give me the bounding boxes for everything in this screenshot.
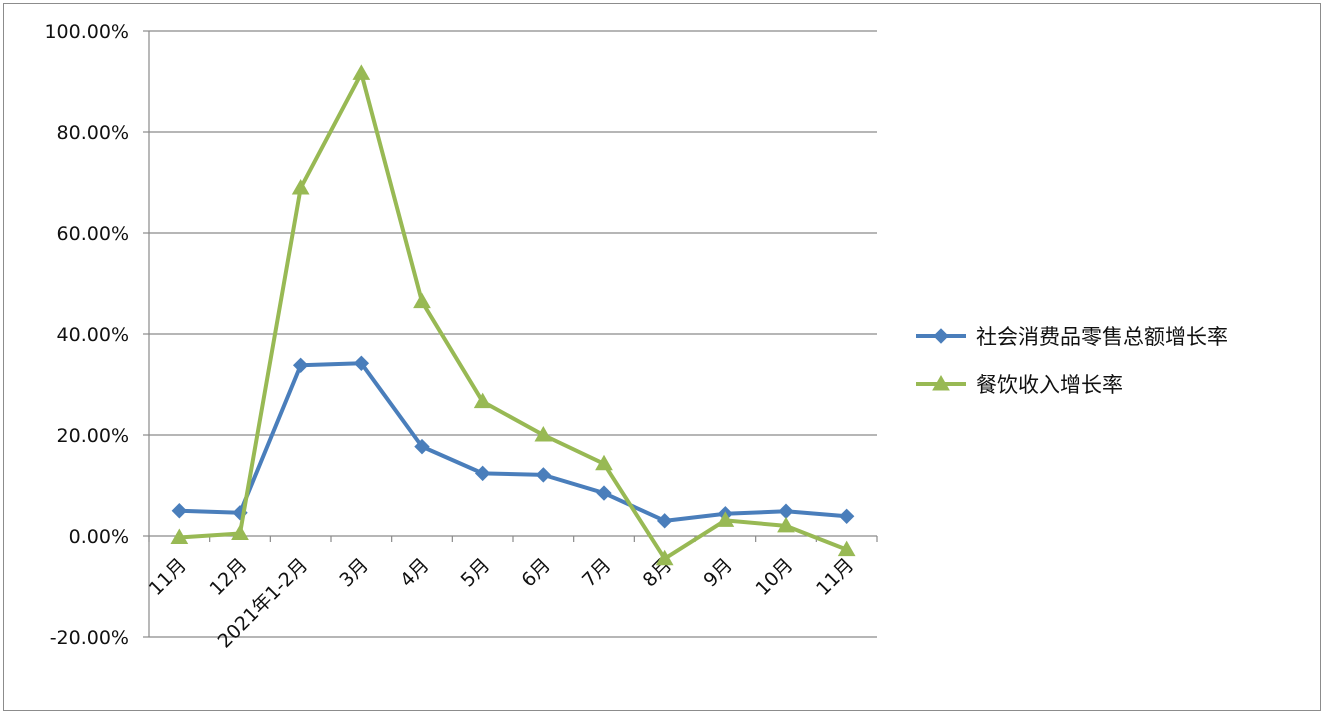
x-tick-label: 10月 [751, 554, 797, 600]
x-tick-label: 9月 [699, 554, 737, 592]
series-line [177, 361, 849, 523]
data-point-triangle [655, 549, 674, 566]
x-tick-label: 8月 [639, 554, 677, 592]
y-tick-label: 40.00% [57, 324, 129, 346]
data-point-triangle [413, 292, 431, 309]
y-tick-label: 20.00% [57, 425, 129, 447]
data-point-diamond [292, 357, 309, 374]
data-point-triangle [716, 511, 735, 527]
data-point-triangle [170, 528, 189, 545]
legend-label: 社会消费品零售总额增长率 [976, 325, 1228, 349]
x-tick-label: 12月 [205, 554, 251, 600]
data-point-triangle [837, 540, 856, 557]
data-point-diamond [596, 485, 612, 501]
legend-label: 餐饮收入增长率 [976, 373, 1123, 397]
x-tick-label: 11月 [145, 554, 191, 600]
x-tick-label: 3月 [335, 554, 373, 592]
y-tick-label: -20.00% [50, 627, 129, 649]
y-tick-label: 60.00% [57, 223, 129, 245]
data-point-triangle [932, 374, 950, 391]
x-tick-label: 7月 [578, 554, 616, 592]
data-point-diamond [535, 467, 552, 483]
gridlines [149, 30, 877, 638]
data-point-diamond [353, 355, 370, 371]
series-line [177, 71, 849, 561]
data-point-triangle [473, 392, 492, 409]
data-point-diamond [778, 503, 794, 519]
y-axis-tick-labels: 100.00% 80.00% 60.00% 40.00% 20.00% 0.00% -20.… [44, 21, 129, 649]
data-point-diamond [933, 328, 949, 344]
data-point-diamond [838, 508, 855, 525]
data-point-triangle [534, 425, 553, 442]
y-tick-label: 80.00% [57, 122, 129, 144]
y-tick-label: 0.00% [69, 526, 129, 548]
data-point-triangle [352, 64, 371, 80]
series-lines [170, 64, 856, 566]
data-point-triangle [595, 454, 613, 471]
chart-frame: 100.00% 80.00% 60.00% 40.00% 20.00% 0.00% -20.… [3, 3, 1321, 711]
x-tick-label: 11月 [812, 554, 858, 600]
y-tick-label: 100.00% [44, 21, 129, 43]
data-point-diamond [171, 503, 188, 519]
data-point-diamond [474, 465, 491, 482]
data-point-triangle [777, 516, 795, 533]
x-tick-label: 4月 [396, 554, 434, 592]
line-chart: 100.00% 80.00% 60.00% 40.00% 20.00% 0.00% -20.… [44, 21, 1228, 653]
x-tick-label: 5月 [457, 554, 495, 592]
data-point-diamond [414, 438, 430, 455]
x-tick-label: 6月 [517, 554, 555, 592]
data-point-triangle [291, 179, 310, 195]
data-point-triangle [231, 524, 249, 540]
data-point-diamond [656, 513, 673, 529]
